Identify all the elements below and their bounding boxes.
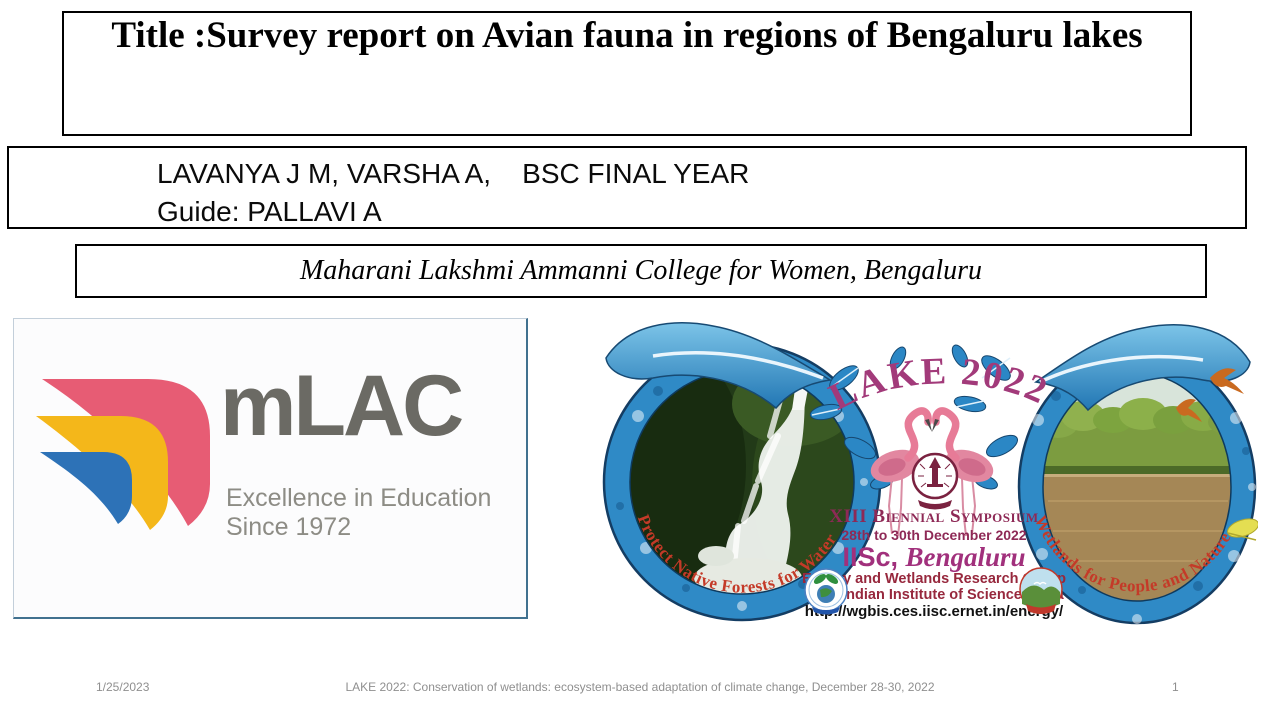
mlac-tagline-line2: Since 1972 bbox=[226, 513, 352, 541]
college-box: Maharani Lakshmi Ammanni College for Wom… bbox=[75, 244, 1207, 298]
mlac-acronym: mLAC bbox=[220, 358, 464, 454]
symposium-dates: 28th to 30th December 2022 bbox=[841, 527, 1026, 543]
mlac-logo: mLAC Excellence in Education Since 1972 bbox=[13, 318, 528, 619]
mlac-tagline: Excellence in Education Since 1972 bbox=[226, 484, 491, 542]
slide-title: Title :Survey report on Avian fauna in r… bbox=[111, 15, 1143, 56]
right-wave-crest-icon bbox=[1033, 324, 1251, 412]
footer-page-number: 1 bbox=[1172, 680, 1179, 694]
right-wave-highlight bbox=[1039, 354, 1204, 384]
footer-date: 1/25/2023 bbox=[96, 680, 150, 694]
guide-line: Guide: PALLAVI A bbox=[157, 196, 382, 227]
iisc-emblem-icon bbox=[911, 452, 959, 510]
left-wave-crest-icon bbox=[605, 322, 833, 410]
authors-line: LAVANYA J M, VARSHA A, BSC FINAL YEAR bbox=[157, 158, 750, 189]
footer-conference-title: LAKE 2022: Conservation of wetlands: eco… bbox=[345, 680, 935, 694]
college-name: Maharani Lakshmi Ammanni College for Wom… bbox=[299, 255, 983, 286]
website-url: http://wgbis.ces.iisc.ernet.in/energy/ bbox=[805, 603, 1064, 620]
lake-2022-logo: LAKE 2022 XIII Biennial Symposium 28th t… bbox=[602, 322, 1258, 625]
landscape-emblem-icon bbox=[1019, 567, 1063, 614]
flamingo-pair-icon bbox=[870, 407, 994, 537]
title-box: Title :Survey report on Avian fauna in r… bbox=[62, 11, 1192, 136]
mlac-logo-mark-icon bbox=[36, 379, 210, 530]
venue: IISc, Bengaluru bbox=[842, 542, 1025, 572]
symposium-title: XIII Biennial Symposium bbox=[829, 506, 1038, 527]
research-group: Energy and Wetlands Research Group bbox=[802, 571, 1066, 587]
left-wave-highlight bbox=[652, 351, 824, 380]
yellow-leaf-icon bbox=[1227, 518, 1258, 541]
mlac-tagline-line1: Excellence in Education bbox=[226, 484, 492, 512]
authors-box: LAVANYA J M, VARSHA A, BSC FINAL YEAR Gu… bbox=[7, 146, 1247, 229]
institute-line: CES, Indian Institute of Science, India bbox=[804, 587, 1064, 603]
flying-birds-icon bbox=[1176, 368, 1244, 422]
globe-emblem-icon bbox=[804, 568, 848, 615]
